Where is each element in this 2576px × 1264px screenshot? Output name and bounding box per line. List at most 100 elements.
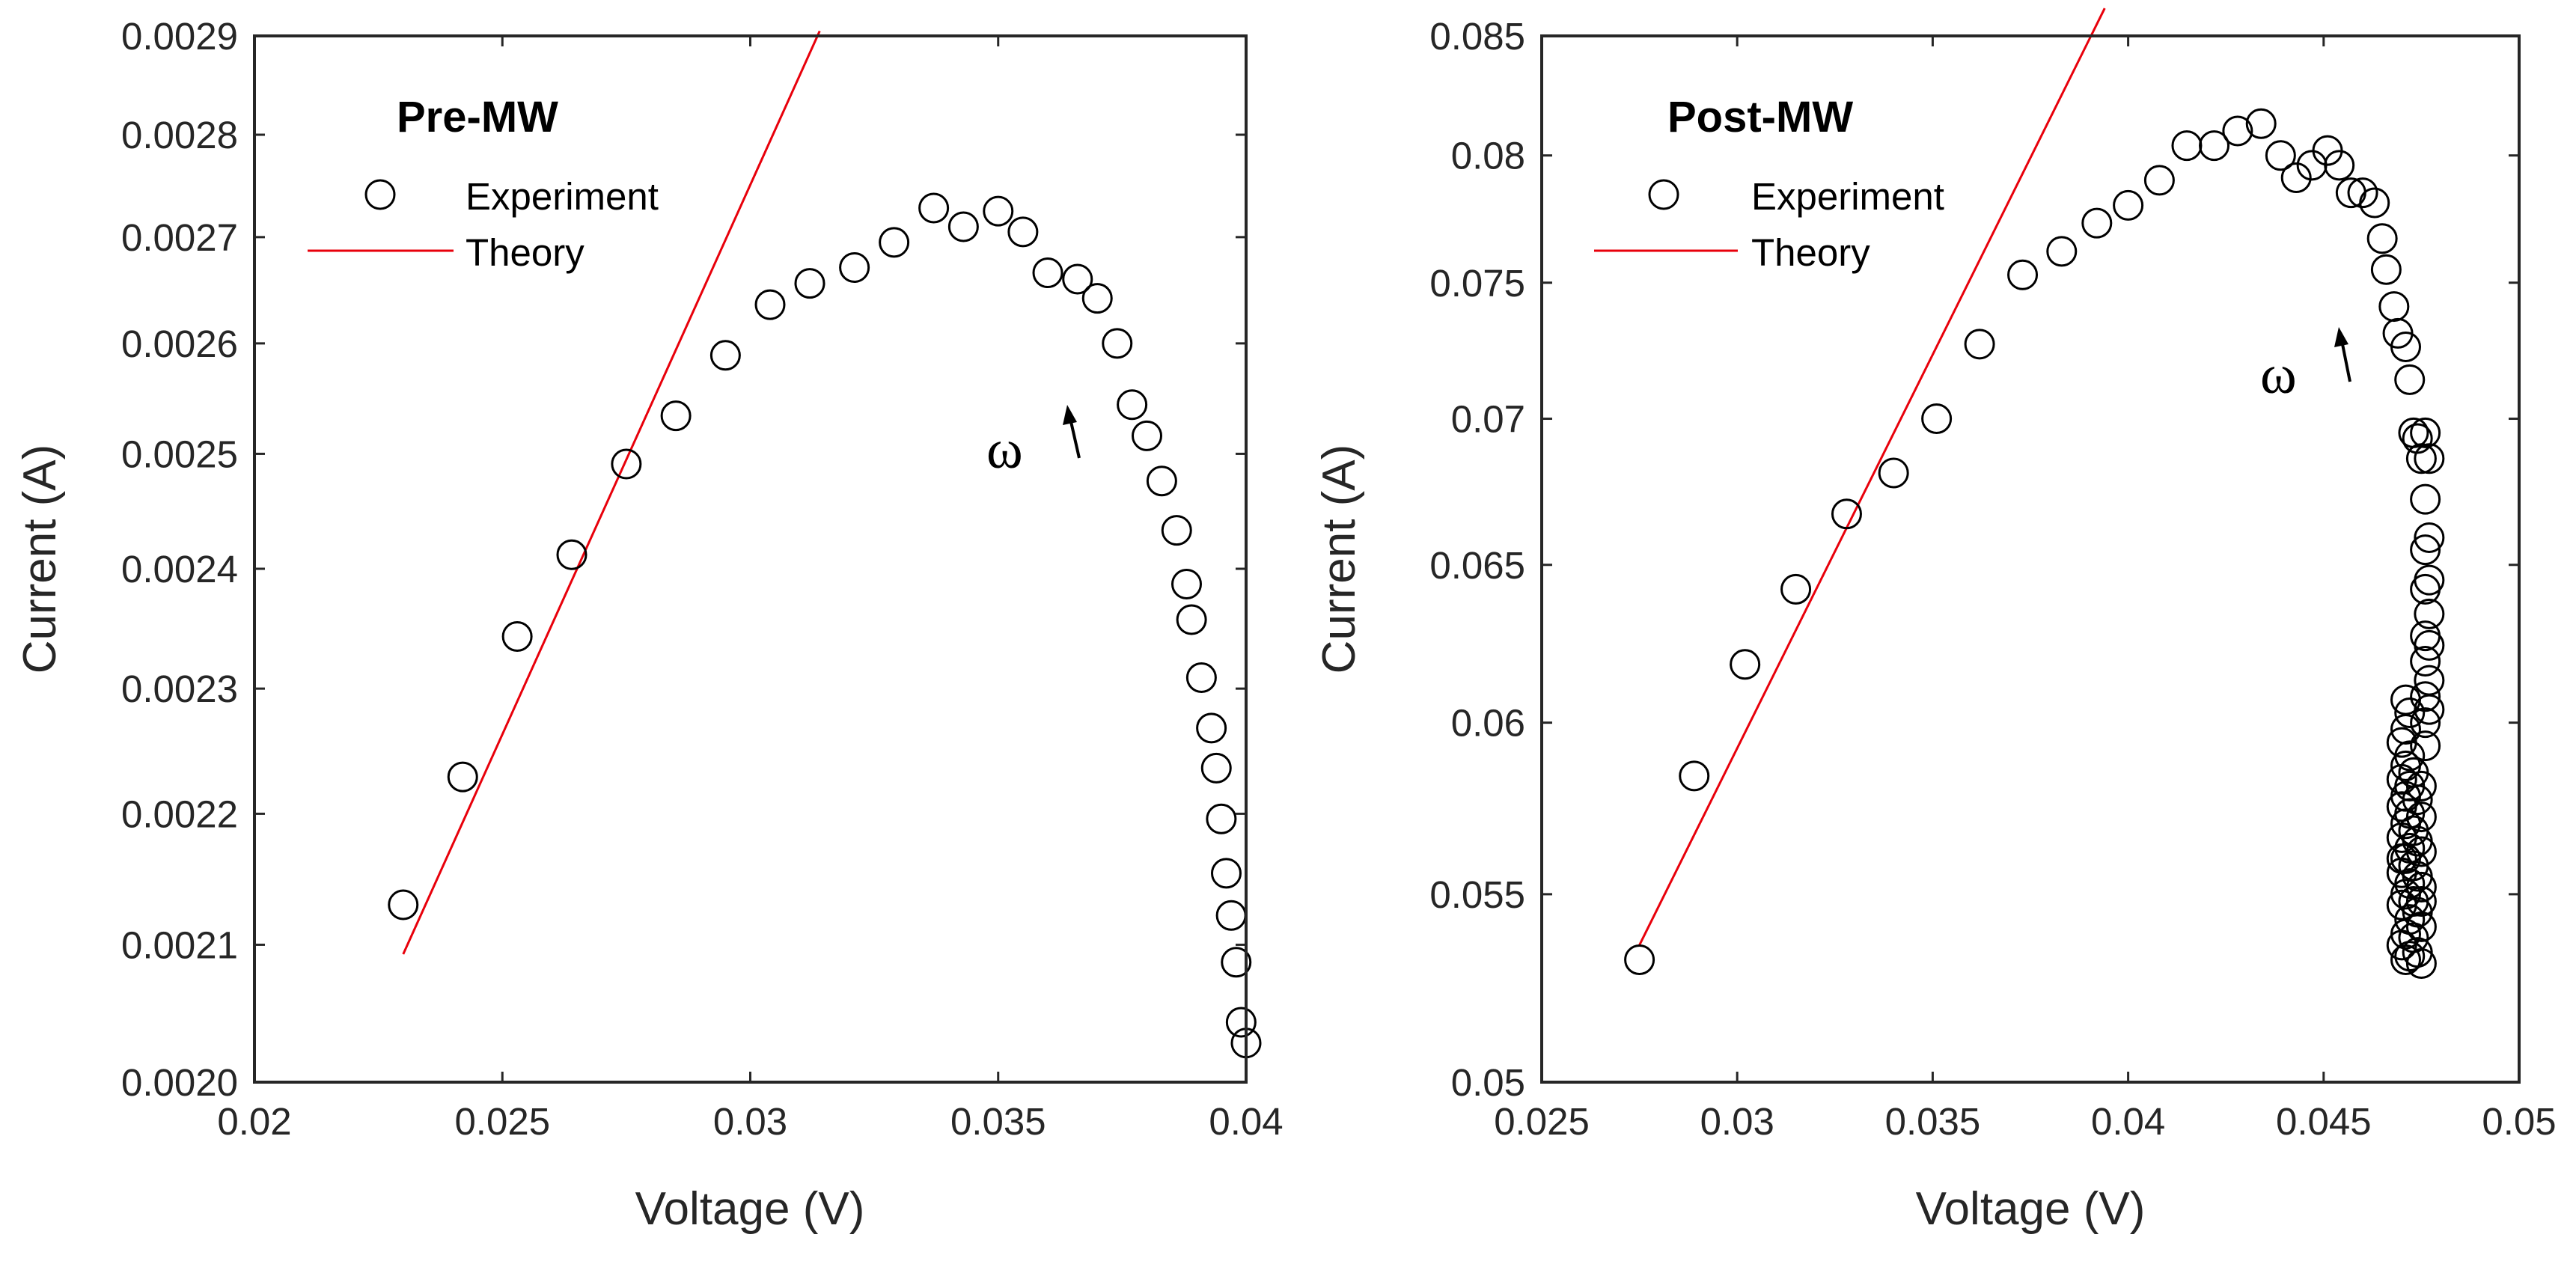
right-experiment-point: [2390, 331, 2422, 362]
right-experiment-point: [2046, 236, 2078, 267]
right-experiment-point: [2410, 646, 2441, 677]
left-experiment-point: [709, 340, 741, 371]
left-x-tick-label: 0.03: [713, 1100, 787, 1143]
right-experiment-point: [2410, 483, 2441, 515]
right-experiment-point: [2386, 763, 2417, 795]
right-experiment-point: [2113, 189, 2144, 221]
right-experiment-point: [1679, 760, 1710, 792]
left-experiment-point: [1196, 712, 1227, 744]
right-experiment-point: [2386, 929, 2417, 961]
right-legend-theory-label: Theory: [1751, 231, 1870, 274]
right-chart-panel: 0.025 0.03 0.035 0.04 0.045 0.05 0.05 0.055 0.06…: [1313, 7, 2557, 1235]
left-experiment-point: [1221, 947, 1252, 978]
right-experiment-point: [2410, 417, 2441, 448]
right-experiment-point: [2394, 697, 2426, 729]
left-legend-title: Pre-MW: [397, 93, 558, 141]
right-y-tick-label: 0.085: [1429, 15, 1525, 58]
right-experiment-point: [2390, 750, 2422, 781]
right-experiment-point: [2405, 948, 2437, 980]
left-experiment-point: [1200, 752, 1232, 784]
right-x-axis-label: Voltage (V): [1916, 1183, 2146, 1235]
left-frequency-arrow: [1063, 405, 1081, 459]
left-x-tick-label: 0.04: [1209, 1100, 1283, 1143]
right-experiment-point: [2390, 808, 2422, 840]
left-theory-line: [402, 30, 821, 955]
right-experiment-point: [2359, 187, 2390, 219]
right-experiment-point: [2007, 259, 2039, 290]
left-experiment-point: [983, 195, 1014, 227]
right-experiment-point: [2402, 423, 2433, 454]
left-plot-elements: [388, 30, 1262, 1059]
left-omega-annotation: ω: [986, 419, 1023, 480]
right-experiment-point: [2405, 443, 2437, 474]
left-experiment-point: [839, 251, 870, 283]
left-chart-panel: 0.02 0.025 0.03 0.035 0.04 0.0020 0.0021 0.0022…: [14, 15, 1284, 1235]
left-experiment-point: [1032, 257, 1063, 289]
right-experiment-point: [2390, 944, 2422, 976]
right-experiment-point: [1964, 329, 1995, 360]
right-x-tick-label: 0.025: [1494, 1100, 1590, 1143]
left-y-tick-label: 0.0025: [121, 433, 238, 475]
left-legend-experiment-marker: [364, 179, 396, 210]
left-experiment-point: [388, 889, 419, 920]
left-experiment-point: [501, 620, 533, 652]
right-experiment-point: [2386, 791, 2417, 822]
right-experiment-point: [2265, 140, 2296, 171]
right-experiment-point: [2370, 254, 2402, 285]
right-x-tick-label: 0.03: [1700, 1100, 1774, 1143]
left-y-tick-label: 0.0020: [121, 1061, 238, 1104]
right-experiment-point: [2394, 364, 2426, 395]
left-experiment-point: [1117, 389, 1148, 421]
right-experiment-point: [2378, 291, 2410, 323]
left-y-tick-label: 0.0027: [121, 216, 238, 259]
right-experiment-point: [2222, 115, 2253, 147]
right-experiment-point: [2410, 573, 2441, 605]
right-experiment-point: [2410, 534, 2441, 566]
right-experiment-point: [2143, 165, 2175, 196]
right-experiment-point: [1730, 649, 1761, 680]
left-experiment-point: [1206, 803, 1237, 834]
left-experiment-point: [794, 268, 825, 299]
left-experiment-point: [1176, 604, 1207, 635]
left-y-tick-label: 0.0022: [121, 793, 238, 835]
right-legend-experiment-marker: [1648, 179, 1679, 210]
right-x-tick-label: 0.05: [2482, 1100, 2556, 1143]
right-y-tick-label: 0.055: [1429, 873, 1525, 916]
right-theory-line: [1638, 7, 2106, 946]
right-experiment-point: [2405, 911, 2437, 942]
right-legend-experiment-label: Experiment: [1751, 175, 1944, 218]
right-y-tick-label: 0.075: [1429, 262, 1525, 305]
right-experiment-point: [2386, 843, 2417, 874]
left-experiment-point: [1211, 858, 1242, 889]
left-experiment-point: [1161, 515, 1192, 546]
right-omega-annotation: ω: [2260, 344, 2297, 406]
left-experiment-point: [1146, 465, 1177, 497]
right-experiment-point: [2245, 108, 2277, 139]
left-experiment-point: [1225, 1007, 1257, 1038]
right-experiment-point: [2414, 629, 2445, 661]
right-plot-frame: [1540, 34, 2521, 1084]
right-experiment-point: [1780, 573, 1812, 605]
right-x-tick-label: 0.045: [2276, 1100, 2372, 1143]
right-y-tick-label: 0.05: [1451, 1061, 1525, 1104]
right-experiment-point: [2366, 223, 2398, 254]
left-legend-experiment-label: Experiment: [466, 175, 659, 218]
right-x-tick-label: 0.035: [1885, 1100, 1981, 1143]
left-y-tick-label: 0.0026: [121, 323, 238, 365]
right-y-tick-label: 0.065: [1429, 544, 1525, 587]
right-experiment-point: [1921, 403, 1953, 435]
right-experiment-point: [2199, 130, 2230, 162]
left-axis-ticks: 0.02 0.025 0.03 0.035 0.04 0.0020 0.0021 0.0022…: [121, 15, 1284, 1143]
left-experiment-point: [918, 192, 950, 224]
left-experiment-point: [1007, 216, 1039, 248]
left-experiment-point: [947, 211, 979, 242]
right-plot-elements: [1624, 7, 2445, 980]
left-experiment-point: [660, 400, 692, 432]
right-experiment-point: [2405, 770, 2437, 802]
left-y-tick-label: 0.0023: [121, 668, 238, 710]
right-frequency-arrow: [2334, 327, 2351, 382]
left-experiment-point: [611, 448, 642, 480]
right-experiment-point: [2324, 150, 2355, 181]
right-experiment-point: [2171, 130, 2203, 162]
